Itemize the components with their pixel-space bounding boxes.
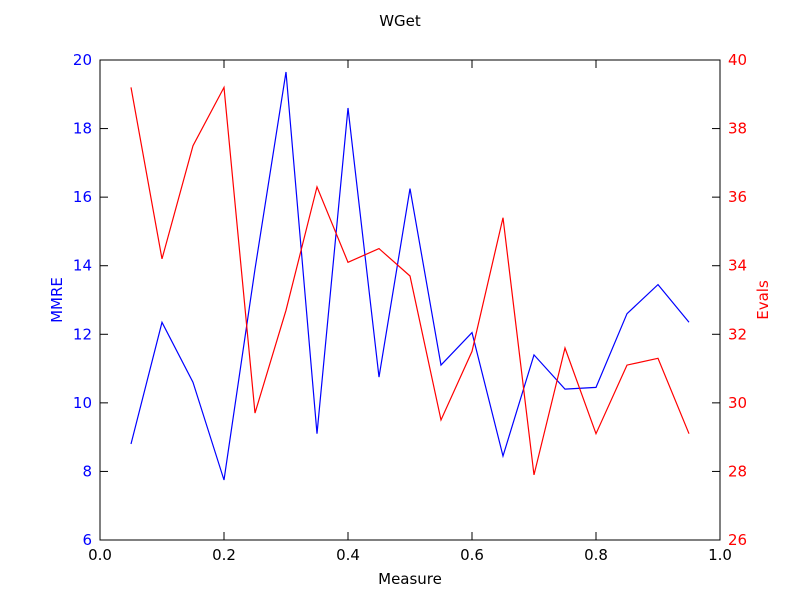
y-left-axis-label: MMRE [48, 277, 66, 323]
y-right-axis-ticks: 26 28 30 32 34 36 38 40 [712, 51, 747, 549]
plot-frame [99, 59, 721, 541]
y-right-tick-label: 32 [728, 325, 747, 343]
y-left-tick-label: 18 [73, 120, 92, 138]
series-line-right [130, 85, 690, 476]
x-axis-label: Measure [378, 570, 442, 588]
y-left-tick-label: 8 [82, 462, 92, 480]
y-right-tick-label: 34 [728, 257, 747, 275]
y-right-tick-label: 28 [728, 462, 747, 480]
x-tick-label: 0.8 [584, 546, 608, 564]
y-left-axis-ticks: 6 8 10 12 14 16 18 20 [73, 51, 108, 549]
y-left-tick-label: 12 [73, 325, 92, 343]
y-right-tick-label: 36 [728, 188, 747, 206]
x-tick-label: 0.2 [212, 546, 236, 564]
x-tick-label: 0.6 [460, 546, 484, 564]
y-right-axis-label: Evals [754, 280, 772, 320]
y-right-tick-label: 38 [728, 120, 747, 138]
x-tick-label: 1.0 [708, 546, 732, 564]
chart-title: WGet [379, 12, 421, 30]
y-left-tick-label: 16 [73, 188, 92, 206]
x-tick-label: 0.0 [88, 546, 112, 564]
y-left-tick-label: 20 [73, 51, 92, 69]
y-left-tick-label: 14 [73, 257, 92, 275]
y-left-tick-label: 6 [82, 531, 92, 549]
y-right-tick-label: 30 [728, 394, 747, 412]
x-tick-label: 0.4 [336, 546, 360, 564]
y-right-tick-label: 26 [728, 531, 747, 549]
series-lines [130, 71, 690, 481]
series-line-left [130, 71, 690, 481]
y-right-tick-label: 40 [728, 51, 747, 69]
x-axis-ticks: 0.0 0.2 0.4 0.6 0.8 1.0 [88, 60, 732, 564]
y-left-tick-label: 10 [73, 394, 92, 412]
